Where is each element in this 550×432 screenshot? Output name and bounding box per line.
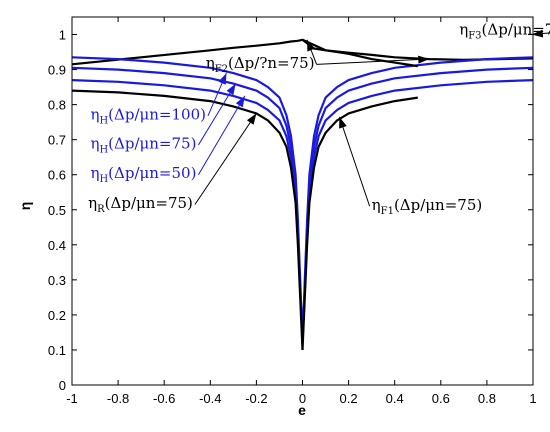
annotation-R: ηR(Δp/μn=75): [88, 194, 193, 215]
annotation-subscript: H: [99, 174, 108, 185]
y-tick-label: 0.5: [48, 203, 66, 218]
annotation-symbol: η: [372, 196, 381, 214]
y-tick-label: 1: [59, 28, 66, 43]
x-tick-label: -0.8: [107, 391, 129, 406]
annotation-F2: ηF2(Δp/?n=75): [206, 54, 315, 75]
annotation-symbol: η: [459, 21, 468, 39]
series-line-etaF1: [301, 96, 418, 351]
annotation-subscript: H: [99, 144, 108, 155]
annotation-text: (Δp/μn=50): [108, 164, 196, 182]
annotation-text: (Δp/μn=75): [108, 134, 196, 152]
y-tick-label: 0.7: [48, 133, 66, 148]
x-tick-label: -1: [66, 391, 78, 406]
annotation-arrow-F2-2: [316, 58, 430, 65]
x-tick-label: 0: [299, 391, 306, 406]
y-tick-label: 0.8: [48, 98, 66, 113]
annotation-arrow-H75: [198, 83, 237, 146]
x-tick-label: 0.4: [386, 391, 404, 406]
y-tick-label: 0.6: [48, 168, 66, 183]
annotation-symbol: η: [88, 194, 97, 212]
annotation-text: (Δp/μn=75): [105, 194, 193, 212]
annotation-arrow-H75-head: [226, 83, 236, 96]
x-tick-label: 0.8: [478, 391, 496, 406]
tick-layer: -1 -0.8 -0.6 -0.4 -0.2 0 0.2 0.4 0.6 0.8 1 0 0.1 0.2 0…: [48, 17, 537, 406]
annotation-arrow-F2-2-head: [418, 55, 430, 64]
x-tick-label: -0.6: [153, 391, 175, 406]
series-line-etaR: [71, 89, 304, 351]
x-tick-label: -0.2: [245, 391, 267, 406]
annotation-arrow-F1: [338, 116, 371, 207]
annotation-symbol: η: [90, 134, 99, 152]
annotation-arrow-H50-head: [235, 95, 245, 108]
y-tick-label: 0: [59, 378, 66, 393]
annotation-symbol: η: [90, 164, 99, 182]
annotation-arrow-R-head: [246, 113, 257, 125]
y-tick-label: 0.4: [48, 238, 66, 253]
annotation-subscript: F3: [468, 31, 481, 42]
annotation-arrow-H100-head: [218, 73, 227, 85]
annotation-text: (Δp/?n=75): [228, 54, 315, 72]
annotation-layer: ηF3(Δp/μn=75)ηF2(Δp/?n=75)ηH(Δp/μn=100)η…: [88, 21, 550, 217]
x-tick-label: 1: [529, 391, 536, 406]
x-tick-label: 0.6: [432, 391, 450, 406]
annotation-subscript: F1: [381, 206, 394, 217]
annotation-H100: ηH(Δp/μn=100): [90, 105, 206, 126]
annotation-subscript: H: [99, 115, 108, 126]
annotation-text: (Δp/μn=75): [394, 196, 482, 214]
annotation-arrow-F2-head: [307, 39, 315, 52]
x-tick-label: 0.2: [340, 391, 358, 406]
annotation-arrow-R: [194, 113, 257, 205]
annotation-subscript: F2: [215, 64, 228, 75]
annotation-H75: ηH(Δp/μn=75): [90, 134, 196, 155]
annotation-F1: ηF1(Δp/μn=75): [372, 196, 483, 217]
y-tick-label: 0.1: [48, 343, 66, 358]
annotation-symbol: η: [90, 105, 99, 123]
y-axis-label: η: [17, 202, 33, 211]
annotation-text: (Δp/μn=100): [108, 105, 206, 123]
series-line-etaF2: [302, 38, 418, 68]
annotation-subscript: R: [97, 204, 105, 215]
plot-frame: [71, 16, 534, 386]
y-tick-label: 0.2: [48, 308, 66, 323]
x-tick-label: -0.4: [199, 391, 221, 406]
annotation-arrow-F1-head: [339, 116, 347, 129]
x-axis-label: e: [298, 402, 306, 418]
y-tick-label: 0.9: [48, 63, 66, 78]
annotation-arrow-F3-head: [531, 29, 544, 38]
series-layer: [71, 38, 534, 351]
annotation-H50: ηH(Δp/μn=50): [90, 164, 196, 185]
annotation-symbol: η: [206, 54, 215, 72]
y-tick-label: 0.3: [48, 273, 66, 288]
annotation-arrow-H50: [198, 95, 246, 175]
